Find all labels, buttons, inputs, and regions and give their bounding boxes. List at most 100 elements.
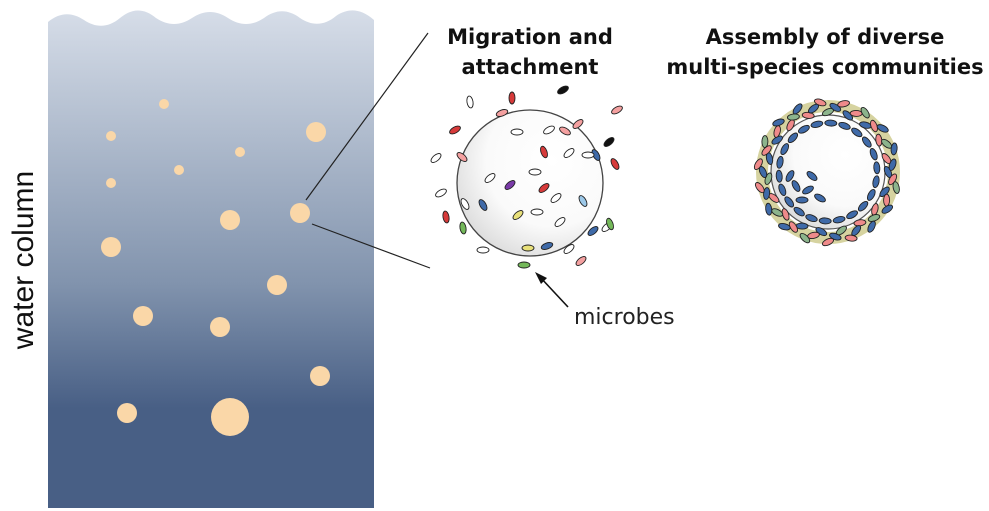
microbes-arrow [539,276,569,308]
microbe [572,119,584,129]
microbe [765,202,773,216]
zoom-line-bottom [311,223,431,269]
microbe [788,221,798,233]
particle [310,366,330,386]
microbes-label: microbes [574,305,675,330]
microbe [528,168,542,176]
microbe [761,145,772,156]
microbe [805,214,818,223]
microbe [799,232,811,244]
microbe [778,183,787,196]
community-microbes [753,98,900,247]
microbe [510,128,524,136]
migration-title-line-2: attachment [461,55,599,79]
microbe [810,120,824,128]
microbe [785,170,795,182]
particle [267,275,287,295]
zoom-line-top [305,32,429,201]
microbe [829,102,842,112]
microbe [892,181,900,194]
microbe [860,106,870,119]
microbe [857,200,869,212]
microbe [538,183,550,193]
microbe [844,234,858,242]
microbe [606,217,614,231]
microbe [870,119,878,133]
microbe [787,132,799,144]
microbe [866,188,876,201]
microbe [806,171,818,181]
microbe [791,180,801,192]
microbe [761,135,769,149]
microbe [793,206,805,217]
particle [101,237,121,257]
water-column-label-text: water column [7,170,40,350]
assembly-title-line-2: multi-species communities [666,55,984,79]
microbes-arrowhead [535,272,547,284]
microbe [484,173,496,183]
particle [235,147,245,157]
microbe [792,103,803,115]
microbe [478,199,488,211]
microbe [802,185,814,195]
migration-title-line-1: Migration and [447,25,613,49]
microbe [798,124,810,134]
particle [174,165,184,175]
microbe [849,109,863,117]
microbe [581,151,595,159]
microbe [872,175,880,189]
microbe [435,188,447,198]
microbe [495,109,509,117]
migration-particle [456,109,604,257]
microbe [795,222,809,230]
microbe [780,143,790,156]
microbe [610,158,620,170]
microbe [881,204,894,214]
particle [159,99,169,109]
microbe [883,193,891,207]
microbe [754,182,765,194]
microbe [442,210,450,224]
microbe [814,193,826,203]
microbe [778,222,791,231]
microbe [512,210,524,220]
microbe [837,100,850,108]
microbe [578,195,588,207]
microbe [611,105,623,115]
water-column [48,10,374,508]
microbe [888,158,897,171]
microbe [775,169,783,183]
microbe [460,198,470,210]
microbe [530,208,544,216]
microbe [449,125,461,135]
microbe [554,217,566,227]
particle [211,398,249,436]
microbe [476,246,490,254]
microbe [517,261,531,269]
microbe [776,155,784,169]
particle [220,210,240,230]
microbe [559,126,571,136]
microbe [861,136,872,148]
microbe [466,95,474,109]
microbe [888,173,898,186]
migration-title: Migration and attachment [425,22,635,82]
microbe [575,256,587,266]
microbe [543,125,555,135]
microbe [846,210,858,220]
microbe [603,137,615,147]
microbe [838,121,851,130]
microbe [430,153,442,163]
water-particles [101,99,330,436]
microbe [867,214,881,222]
particle [106,178,116,188]
particle [106,131,116,141]
microbe [456,152,468,162]
microbe [557,85,569,95]
microbe [763,187,771,200]
microbe [508,91,516,105]
microbe [550,193,562,203]
microbe [753,158,763,171]
microbe [869,148,878,161]
microbe [832,216,846,224]
